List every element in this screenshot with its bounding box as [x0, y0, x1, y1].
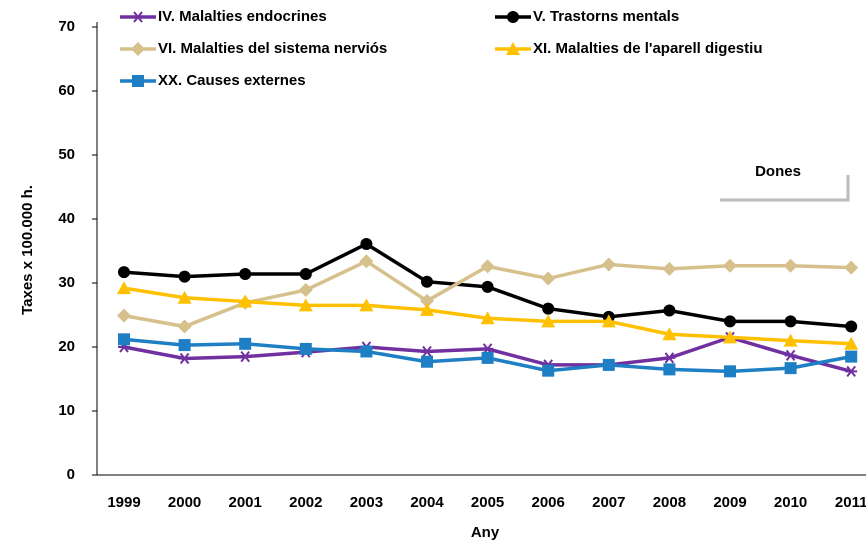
data-point	[118, 266, 130, 279]
data-point	[844, 260, 859, 275]
data-point	[662, 261, 677, 276]
data-point	[662, 327, 677, 341]
x-tick-label: 2009	[713, 494, 746, 511]
x-tick-label: 2011	[835, 494, 866, 511]
data-point	[359, 254, 374, 269]
legend-marker	[131, 42, 145, 56]
legend-marker	[132, 11, 144, 23]
data-point	[298, 283, 313, 298]
data-point	[178, 339, 191, 352]
data-point	[845, 350, 858, 363]
data-point	[117, 281, 131, 295]
data-point	[421, 355, 433, 368]
data-point	[177, 290, 192, 304]
x-tick-label: 2008	[653, 494, 686, 511]
legend-label: V. Trastorns mentals	[533, 8, 679, 25]
data-point	[663, 352, 676, 364]
data-point	[542, 364, 555, 377]
data-point	[723, 258, 737, 273]
y-tick-label: 10	[58, 402, 75, 419]
data-point	[601, 257, 616, 272]
x-tick-label: 2005	[471, 494, 504, 511]
data-point	[602, 358, 615, 371]
y-tick-label: 0	[67, 466, 75, 483]
data-point	[359, 298, 374, 312]
x-tick-label: 2000	[168, 494, 201, 511]
y-axis-title: Taxes x 100.000 h.	[19, 185, 36, 315]
legend-marker	[506, 42, 520, 55]
data-point	[783, 258, 798, 273]
data-point	[663, 363, 676, 376]
data-point	[360, 345, 373, 358]
annotation-box	[720, 147, 848, 200]
legend-marker	[132, 75, 144, 87]
data-point	[239, 337, 252, 350]
data-point	[420, 293, 434, 308]
data-point	[541, 314, 556, 328]
data-point	[480, 259, 495, 274]
y-tick-label: 40	[58, 210, 75, 227]
x-tick-label: 2006	[532, 494, 565, 511]
data-point	[421, 345, 433, 358]
data-point	[783, 333, 798, 347]
data-point	[601, 314, 616, 328]
data-point	[299, 268, 312, 281]
data-point	[239, 350, 252, 363]
data-point	[784, 315, 797, 328]
x-tick-label: 2001	[229, 494, 262, 511]
data-point	[298, 298, 313, 312]
annotation-shadow	[720, 175, 850, 202]
x-tick-label: 2002	[289, 494, 322, 511]
x-tick-label: 1999	[107, 494, 140, 511]
legend-label: IV. Malalties endocrines	[158, 8, 327, 25]
data-point	[360, 237, 373, 250]
legend-label: VI. Malalties del sistema nerviós	[158, 40, 387, 57]
data-point	[784, 349, 797, 361]
x-tick-label: 2010	[774, 494, 807, 511]
y-tick-label: 20	[58, 338, 75, 355]
y-tick-label: 70	[58, 18, 75, 35]
data-point	[481, 280, 494, 293]
data-point	[118, 333, 130, 346]
data-point	[844, 336, 859, 350]
x-tick-label: 2003	[350, 494, 383, 511]
legend-label: XX. Causes externes	[158, 72, 306, 89]
x-tick-label: 2004	[410, 494, 444, 511]
y-tick-label: 30	[58, 274, 75, 291]
legend-label: XI. Malalties de l'aparell digestiu	[533, 40, 762, 57]
data-point	[845, 320, 858, 333]
x-axis-title: Any	[471, 524, 500, 541]
data-point	[541, 271, 556, 286]
data-point	[481, 351, 494, 364]
y-tick-label: 50	[58, 146, 75, 163]
data-point	[178, 270, 191, 283]
data-point	[845, 365, 858, 377]
data-point	[238, 294, 253, 308]
data-point	[239, 268, 252, 281]
legend-marker	[507, 11, 519, 23]
y-tick-label: 60	[58, 82, 75, 99]
data-point	[480, 311, 495, 325]
data-point	[723, 330, 737, 344]
x-tick-label: 2007	[592, 494, 625, 511]
annotation: Dones	[755, 163, 801, 180]
data-point	[542, 302, 555, 315]
data-point	[117, 308, 131, 323]
data-point	[420, 302, 434, 316]
data-point	[663, 304, 676, 317]
data-point	[299, 342, 312, 355]
data-point	[178, 352, 191, 365]
data-point	[177, 319, 192, 334]
data-point	[784, 362, 797, 375]
data-point	[421, 275, 433, 288]
data-point	[724, 365, 736, 378]
data-point	[724, 315, 736, 328]
